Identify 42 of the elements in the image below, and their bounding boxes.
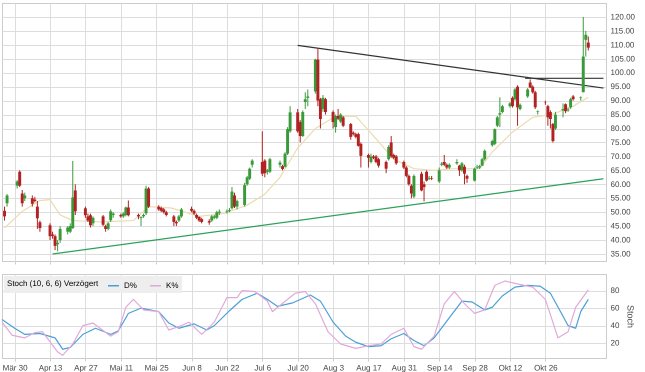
y-tick-label: 55.00 (610, 194, 632, 203)
x-tick-label: Mai 11 (110, 364, 134, 372)
x-tick-label: Sep 28 (462, 364, 488, 372)
x-tick-label: Jul 20 (288, 364, 310, 372)
y-tick-label: 90.00 (610, 96, 632, 106)
y-axis-title: Stoch (625, 304, 636, 328)
y-tick-label: 110.00 (610, 40, 635, 50)
y-tick-label: 120.00 (610, 12, 636, 22)
x-tick-label: Okt 26 (534, 364, 558, 372)
x-tick-label: Mär 30 (2, 364, 28, 372)
y-tick-label: 70.00 (610, 152, 632, 161)
x-tick-label: Apr 13 (38, 364, 63, 372)
legend-title: Stoch (10, 6, 6) Verzögert (7, 279, 99, 288)
y-tick-label: 115.00 (610, 26, 635, 36)
y-tick-label: 60.00 (610, 180, 632, 189)
y-tick-label: 80 (610, 286, 620, 296)
x-tick-label: Apr 27 (74, 364, 98, 372)
y-tick-label: 50.00 (610, 208, 632, 217)
y-tick-label: 20 (610, 338, 620, 348)
x-tick-label: Sep 14 (427, 364, 453, 372)
y-tick-label: 100.00 (610, 68, 636, 78)
x-tick-label: Jul 6 (254, 364, 272, 372)
x-tick-label: Aug 3 (323, 364, 345, 372)
x-tick-label: Okt 12 (498, 364, 523, 372)
y-tick-label: 40.00 (610, 236, 632, 245)
y-tick-label: 85.00 (610, 110, 632, 120)
y-tick-label: 60 (610, 304, 620, 313)
y-tick-label: 40 (610, 321, 620, 330)
x-tick-label: Jun 8 (182, 364, 202, 372)
y-tick-label: 80.00 (610, 124, 632, 134)
y-tick-label: 35.00 (610, 250, 632, 259)
y-tick-label: 45.00 (610, 222, 632, 231)
x-tick-label: Jun 22 (215, 364, 240, 372)
legend-label: K% (166, 280, 178, 290)
x-tick-label: Aug 17 (356, 364, 382, 372)
x-tick-label: Aug 31 (392, 364, 418, 372)
y-tick-label: 105.00 (610, 54, 636, 64)
y-tick-label: 65.00 (610, 166, 632, 175)
legend-label: D% (124, 280, 137, 290)
y-tick-label: 75.00 (610, 138, 632, 147)
x-tick-label: Mai 25 (144, 364, 170, 372)
y-tick-label: 95.00 (610, 82, 632, 92)
